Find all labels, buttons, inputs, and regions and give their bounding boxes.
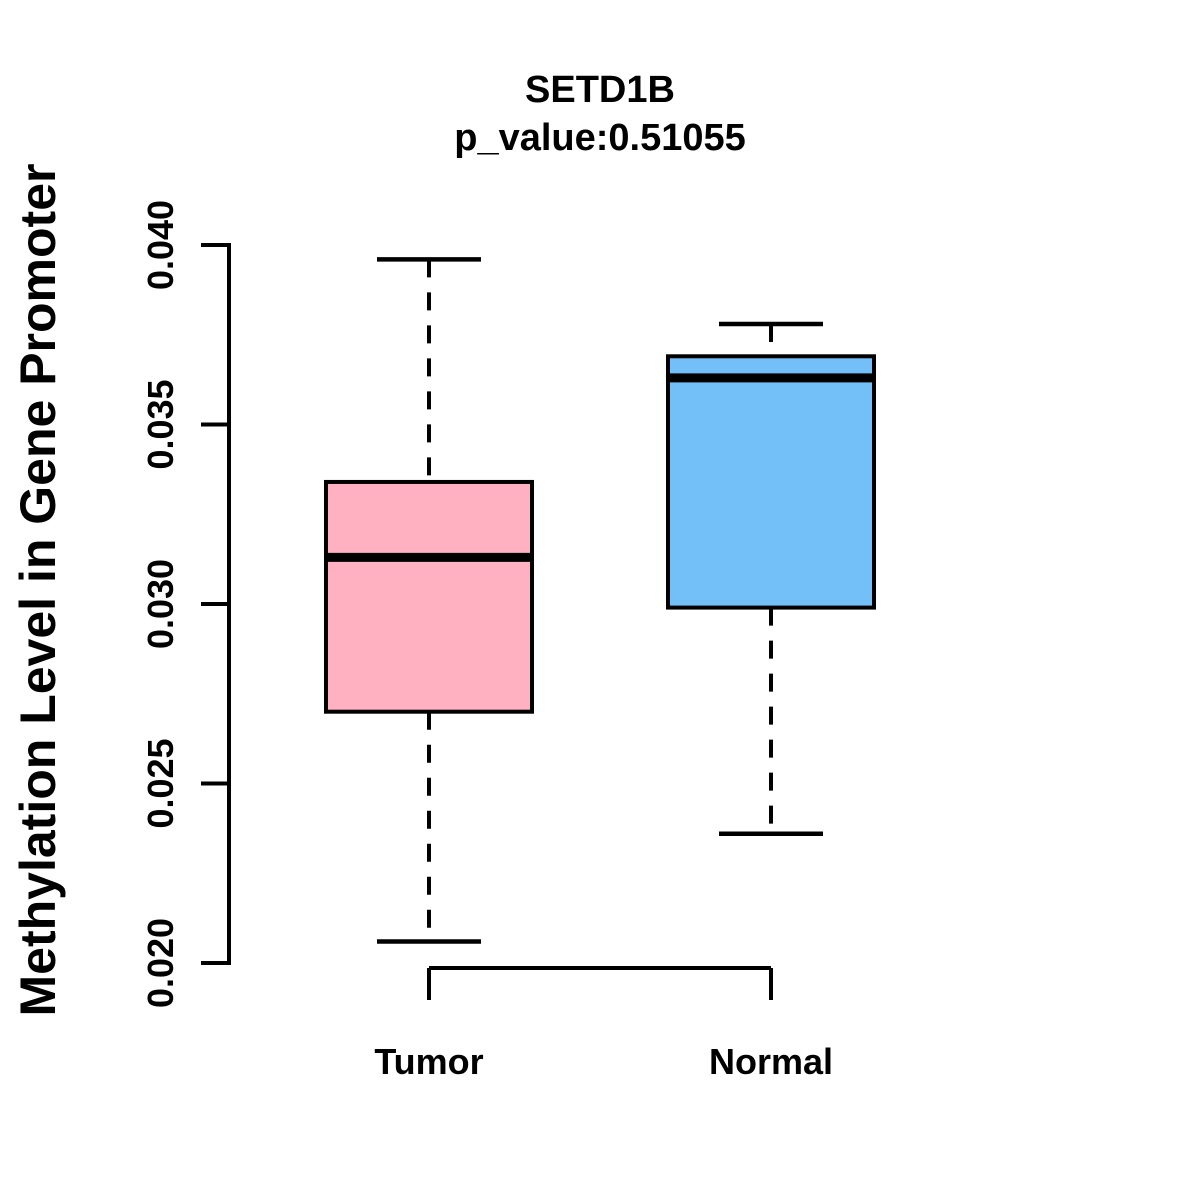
chart-subtitle-pvalue: p_value:0.51055: [454, 117, 746, 159]
y-axis: 0.020 0.025 0.030 0.035 0.040: [140, 200, 231, 1008]
x-axis-label: Normal: [709, 1041, 833, 1082]
chart-title: SETD1B: [525, 69, 675, 111]
y-tick-label: 0.040: [140, 200, 181, 290]
y-tick-label: 0.025: [140, 738, 181, 828]
box-group-tumor: [324, 257, 534, 944]
box-group-normal: [666, 321, 876, 837]
box-series: [324, 257, 876, 944]
x-axis: [427, 966, 773, 1000]
y-tick-label: 0.030: [140, 559, 181, 649]
y-tick-label: 0.035: [140, 379, 181, 469]
y-tick-label: 0.020: [140, 918, 181, 1008]
iqr-box: [666, 354, 876, 610]
y-axis-label: Methylation Level in Gene Promoter: [10, 164, 66, 1017]
x-axis-label: Tumor: [374, 1041, 483, 1082]
iqr-box: [324, 479, 534, 714]
x-axis-labels: Tumor Normal: [374, 1041, 833, 1082]
